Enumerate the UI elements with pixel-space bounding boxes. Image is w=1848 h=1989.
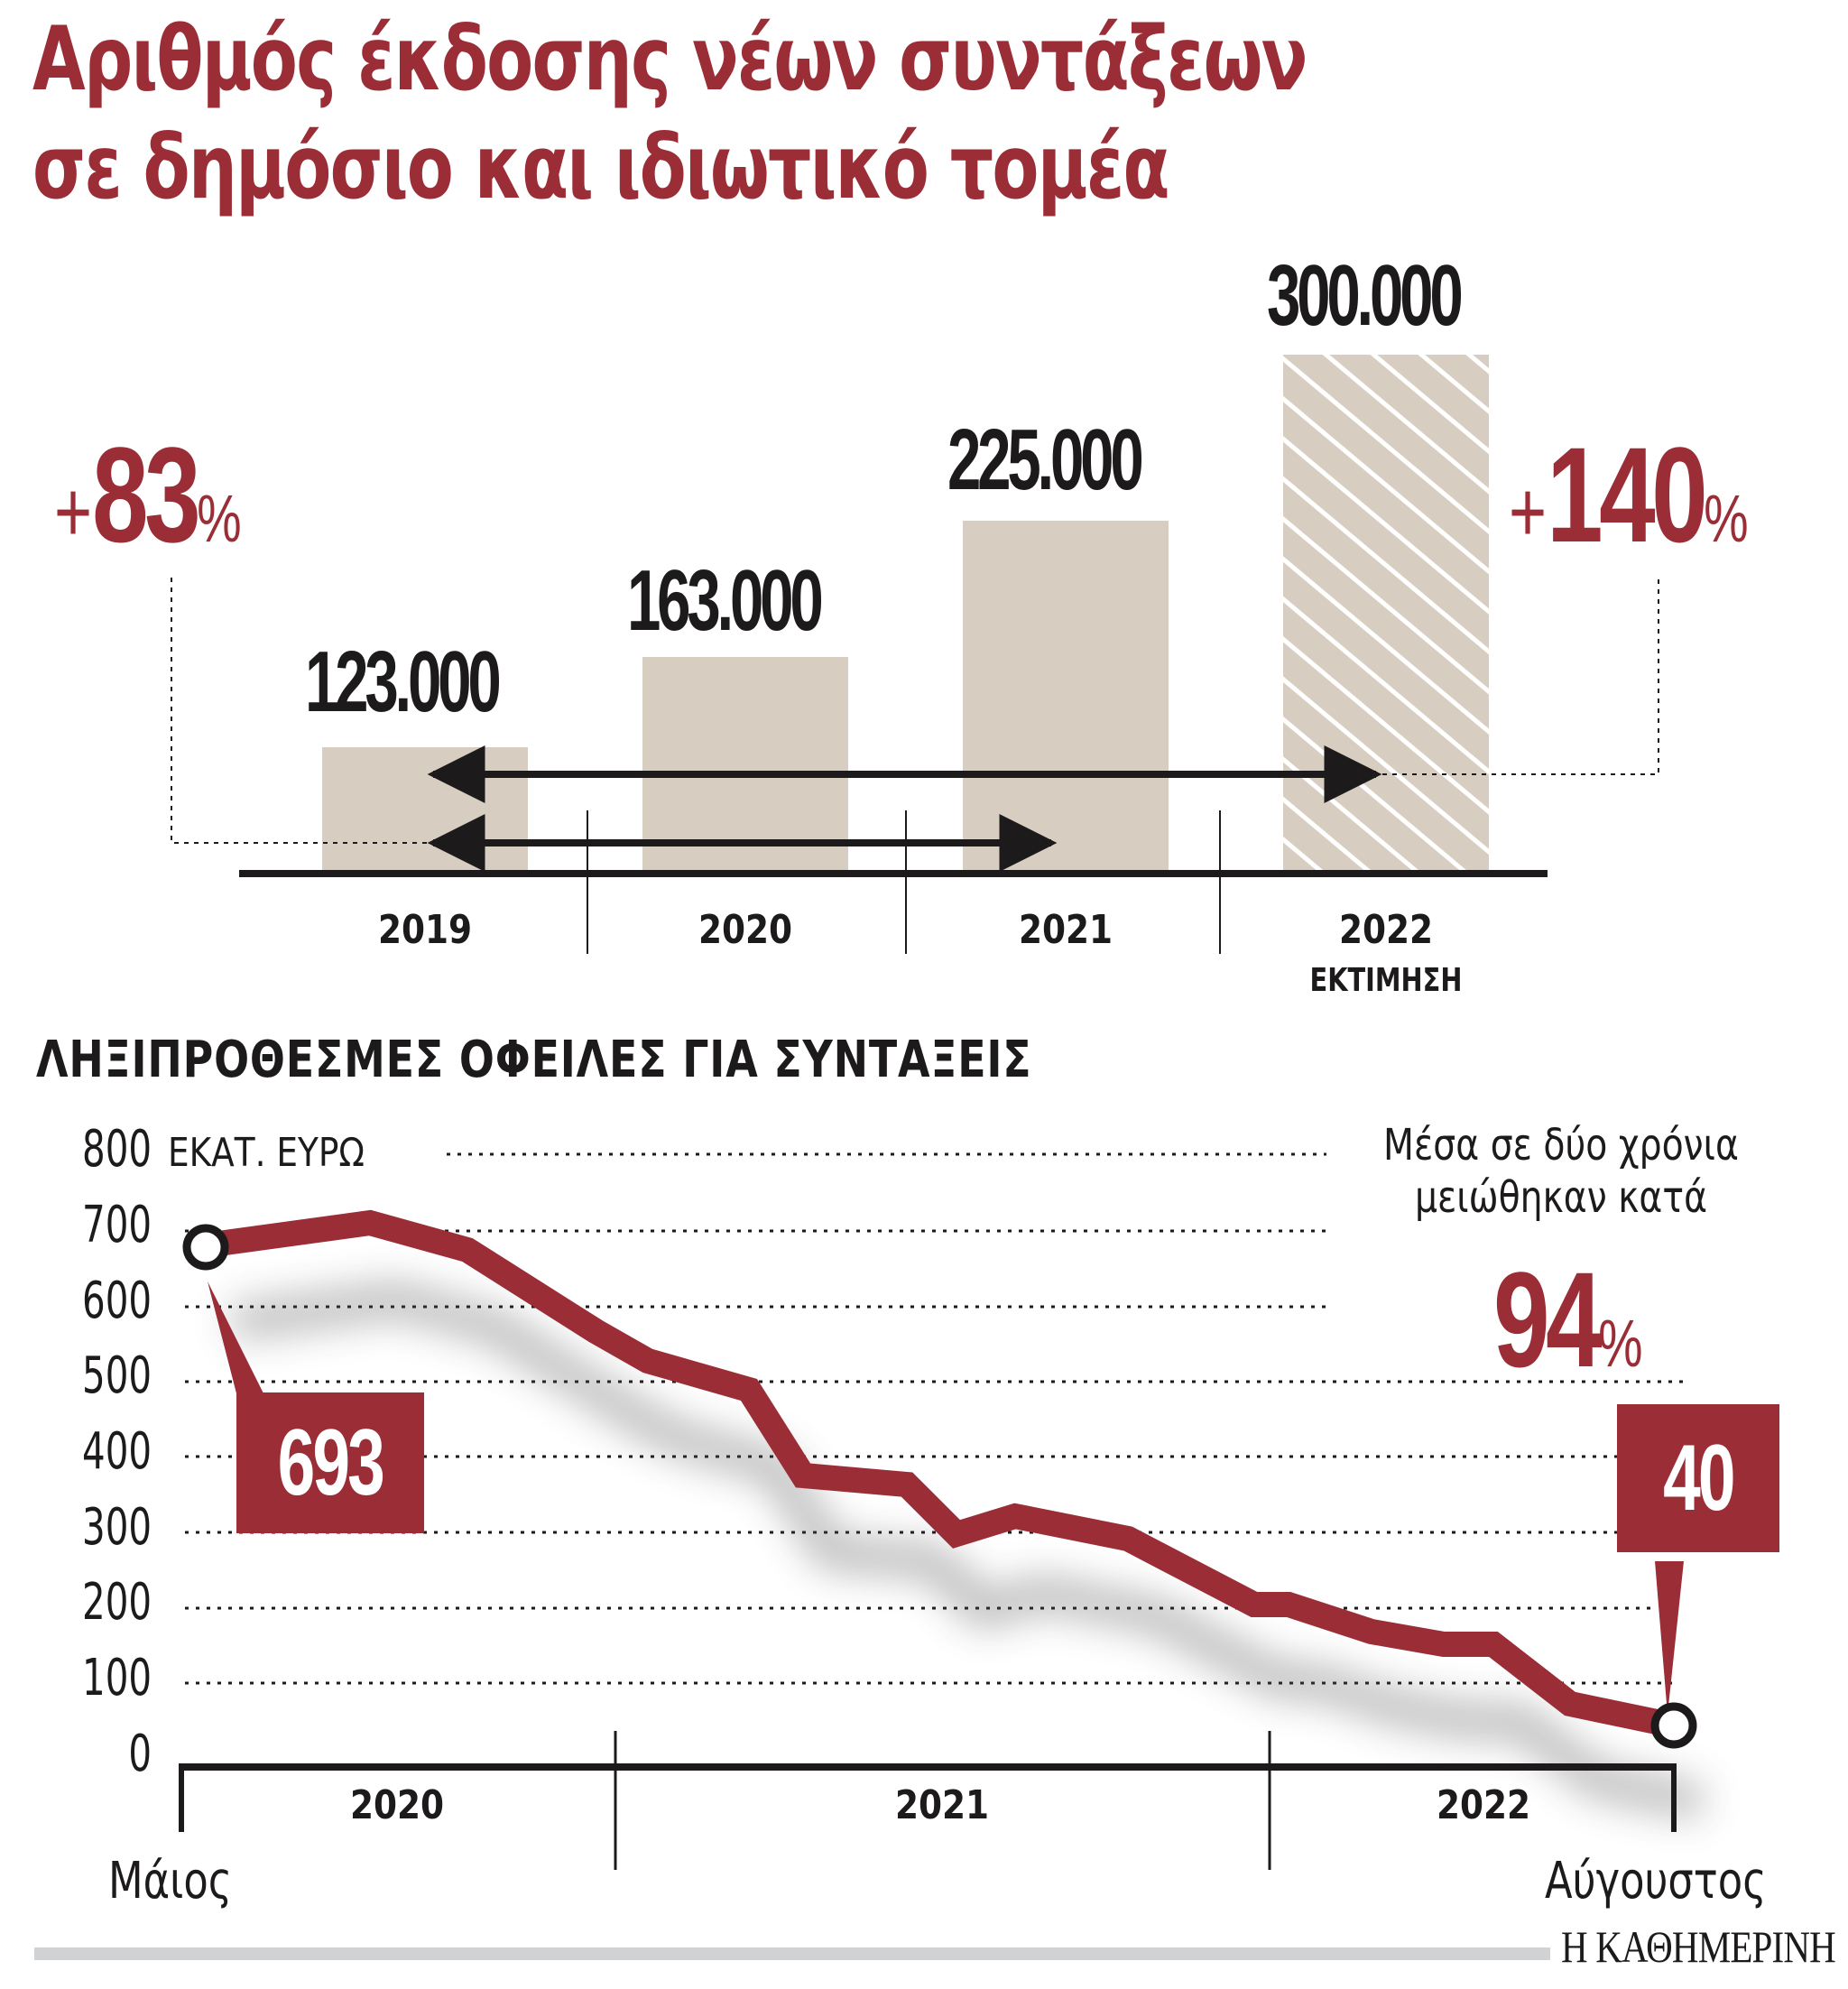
bar-value-2021: 225.000: [947, 412, 1144, 508]
footer-bar: [34, 1947, 1550, 1960]
page-title: Αριθμός έκδοσης νέων συντάξεων σε δημόσι…: [32, 5, 1307, 222]
percent-sign: %: [197, 481, 242, 556]
plus-sign: +: [1509, 464, 1548, 560]
y-tick-800: 800: [82, 1120, 152, 1179]
x-label-2020: 2020: [349, 1782, 445, 1828]
note-line-1: Μέσα σε δύο χρόνια: [1383, 1120, 1739, 1170]
change-number: 83: [92, 419, 201, 570]
end-value-callout: 40: [1617, 1404, 1779, 1552]
x-label-2022: 2022: [1338, 907, 1434, 953]
reduction-number: 94: [1493, 1244, 1603, 1395]
start-value: 693: [277, 1410, 385, 1515]
start-value-callout: 693: [236, 1392, 424, 1533]
start-month-label: Μάιος: [108, 1852, 233, 1910]
change-140-percent: +140%: [1509, 417, 1749, 573]
start-point-marker[interactable]: [182, 1224, 229, 1271]
bar-value-2020: 163.000: [627, 552, 824, 649]
y-tick-600: 600: [82, 1272, 152, 1330]
change-number: 140: [1547, 419, 1708, 570]
line-chart-graphics: [179, 1152, 1705, 1870]
bar-value-2019: 123.000: [305, 634, 502, 730]
callout-pointer-end: [1655, 1561, 1684, 1715]
y-tick-300: 300: [82, 1498, 152, 1557]
x-label-2019: 2019: [377, 907, 473, 953]
end-point-marker[interactable]: [1650, 1702, 1697, 1749]
bar-2019: [322, 747, 528, 875]
bar-value-2022: 300.000: [1267, 247, 1464, 344]
y-tick-0: 0: [128, 1725, 152, 1783]
end-month-label: Αύγουστος: [1545, 1852, 1767, 1910]
y-axis-unit: ΕΚΑΤ. ΕΥΡΩ: [168, 1130, 365, 1176]
callout-pointer-start: [208, 1281, 263, 1393]
x-axis: [179, 1763, 1677, 1771]
bar-2022-estimate: [1283, 355, 1489, 875]
reduction-94-percent: 94%: [1493, 1242, 1643, 1398]
arrears-line: [204, 1209, 1677, 1738]
publisher-logo: Η ΚΑΘΗΜΕΡΙΝΗ: [1561, 1921, 1836, 1972]
bar-baseline: [239, 870, 1548, 877]
y-tick-200: 200: [82, 1573, 152, 1632]
x-label-2020: 2020: [698, 907, 793, 953]
bar-chart-graphics: [171, 355, 1659, 954]
x-label-2022: 2022: [1436, 1782, 1531, 1828]
bar-2021: [963, 521, 1169, 875]
reduction-note: Μέσα σε δύο χρόνια μειώθηκαν κατά: [1354, 1119, 1768, 1224]
y-tick-700: 700: [82, 1196, 152, 1254]
connector-left: [171, 578, 431, 844]
connector-right: [1382, 576, 1659, 775]
plus-sign: +: [54, 464, 93, 560]
x-axis-end-tick: [1671, 1763, 1677, 1832]
line-chart-title: ΛΗΞΙΠΡΟΘΕΣΜΕΣ ΟΦΕΙΛΕΣ ΓΙΑ ΣΥΝΤΑΞΕΙΣ: [36, 1031, 1032, 1089]
title-line-1: Αριθμός έκδοσης νέων συντάξεων: [32, 8, 1307, 111]
y-tick-500: 500: [82, 1346, 152, 1405]
note-line-2: μειώθηκαν κατά: [1414, 1172, 1708, 1223]
y-tick-400: 400: [82, 1422, 152, 1481]
percent-sign: %: [1598, 1306, 1643, 1381]
x-axis-start-tick: [179, 1763, 184, 1832]
y-tick-100: 100: [82, 1649, 152, 1707]
line-shadow: [230, 1283, 1705, 1818]
title-line-2: σε δημόσιο και ιδιωτικό τομέα: [32, 116, 1169, 219]
end-value: 40: [1663, 1425, 1735, 1531]
x-label-2021: 2021: [894, 1782, 990, 1828]
gridlines: [185, 1152, 1687, 1685]
x-label-2021: 2021: [1018, 907, 1113, 953]
change-83-percent: +83%: [54, 417, 242, 573]
percent-sign: %: [1704, 481, 1749, 556]
estimate-label: ΕΚΤΙΜΗΣΗ: [1309, 962, 1463, 999]
